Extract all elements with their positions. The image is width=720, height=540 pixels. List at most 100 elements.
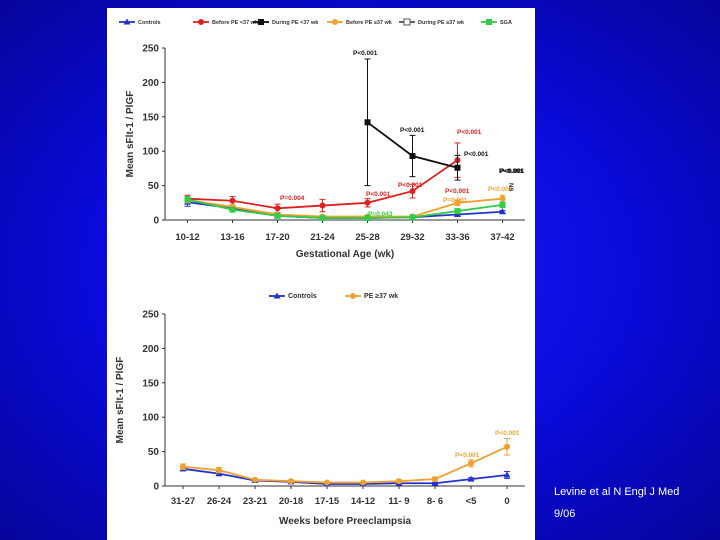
data-point [360,479,366,486]
legend-label: PE ≥37 wk [364,293,398,300]
citation-text: Levine et al N Engl J Med [554,486,680,498]
data-point [409,214,416,221]
p-value-annotation: P<0.001 [445,188,470,195]
x-tick-label: 14-12 [351,496,375,507]
data-point [454,164,461,171]
data-point [454,199,461,206]
legend-label: Controls [138,20,161,26]
x-tick-label: 31-27 [171,496,195,507]
x-tick-label: 23-21 [243,496,268,507]
legend-swatch-marker [332,19,338,25]
p-value-annotation: P<0.001 [366,191,391,198]
y-tick-label: 50 [148,447,160,458]
legend-label: Controls [288,293,317,300]
x-tick-label: 13-16 [220,232,244,243]
data-point [184,196,191,203]
data-point [229,206,236,213]
data-point [396,478,402,485]
x-axis-title: Weeks before Preeclampsia [279,516,412,527]
legend-label: During PE ≥37 wk [418,20,465,26]
charts-canvas: 0 50 100 150 200 250 10-12 13-16 17-20 21-24 25-28… [115,18,525,527]
y-tick-label: 100 [142,147,159,158]
p-value-annotation: P<0.001 [500,168,525,175]
x-tick-label: 17-15 [315,496,340,507]
series-line [182,445,508,484]
p-value-annotation: P<0.001 [499,168,524,175]
legend-swatch-marker [403,18,411,26]
legend-label: Before PE <37 wk [212,20,259,26]
data-point [431,479,439,486]
p-value-annotation: P=0.043 [368,211,393,218]
y-tick-label: 250 [142,44,159,55]
y-tick-label: 150 [142,112,159,123]
data-point [364,214,371,221]
data-point [499,201,506,208]
series-line [187,197,503,218]
y-tick-label: 0 [153,482,159,493]
data-point [324,479,330,486]
data-point [274,205,281,212]
x-tick-label: 21-24 [310,232,335,243]
data-point [499,208,506,215]
legend-swatch-marker [273,292,281,299]
y-tick-label: 250 [142,310,159,321]
x-tick-label: 33-36 [445,232,469,243]
data-point [274,212,281,219]
data-point [468,460,474,467]
x-axis-title: Gestational Age (wk) [296,249,395,260]
y-tick-label: 150 [142,378,159,389]
x-tick-label: 10-12 [175,232,199,243]
x-tick-label: 20-18 [279,496,303,507]
y-tick-label: 0 [153,216,159,227]
ns-side-label: NS [507,183,513,191]
data-point [409,188,416,195]
data-point [467,475,475,482]
y-tick-label: 200 [142,78,159,89]
data-point [319,202,326,209]
y-tick-label: 50 [148,181,160,192]
figure-panel: 0 50 100 150 200 250 10-12 13-16 17-20 21-24 25-28… [107,8,535,540]
y-axis-title: Mean sFlt-1 / PlGF [115,357,126,444]
legend-swatch-marker [486,19,492,25]
p-value-annotation: P<0.001 [353,50,378,57]
p-value-annotation: P<0.001 [488,186,513,193]
data-point [216,467,222,474]
x-tick-label: 26-24 [207,496,232,507]
x-tick-label: 0 [504,496,509,507]
x-tick-label: 11- 9 [388,496,409,507]
p-value-annotation: P<0.001 [455,452,480,459]
data-point [432,476,438,483]
data-point [454,208,461,215]
data-point [499,195,506,202]
y-tick-label: 200 [142,344,159,355]
legend-label: Before PE ≥37 wk [346,20,393,26]
legend-swatch-marker [258,19,264,25]
data-point [409,153,416,160]
data-point [288,478,294,485]
legend-swatch-marker [198,19,204,25]
citation-date: 9/06 [554,508,576,520]
legend-swatch-marker [350,293,356,299]
p-value-annotation: P<0.001 [457,129,482,136]
p-value-annotation: P<0.001 [495,430,520,437]
data-point [503,471,511,478]
p-value-annotation: P=0.001 [443,197,468,204]
p-value-annotation: P=0.004 [280,195,305,202]
x-tick-label: 25-28 [355,232,379,243]
data-point [180,463,186,470]
y-axis-title: Mean sFlt-1 / PlGF [125,91,136,178]
p-value-annotation: P<0.001 [464,151,489,158]
legend-swatch-marker [123,18,131,25]
x-tick-label: <5 [466,496,478,507]
data-point [252,476,258,483]
p-value-annotation: P<0.001 [398,182,423,189]
data-point [319,214,326,221]
data-point [229,197,236,204]
x-tick-label: 29-32 [400,232,424,243]
legend-label: SGA [500,20,512,26]
y-tick-label: 100 [142,413,159,424]
x-tick-label: 37-42 [490,232,514,243]
data-point [364,199,371,206]
data-point [364,119,371,126]
series-line [187,198,503,219]
